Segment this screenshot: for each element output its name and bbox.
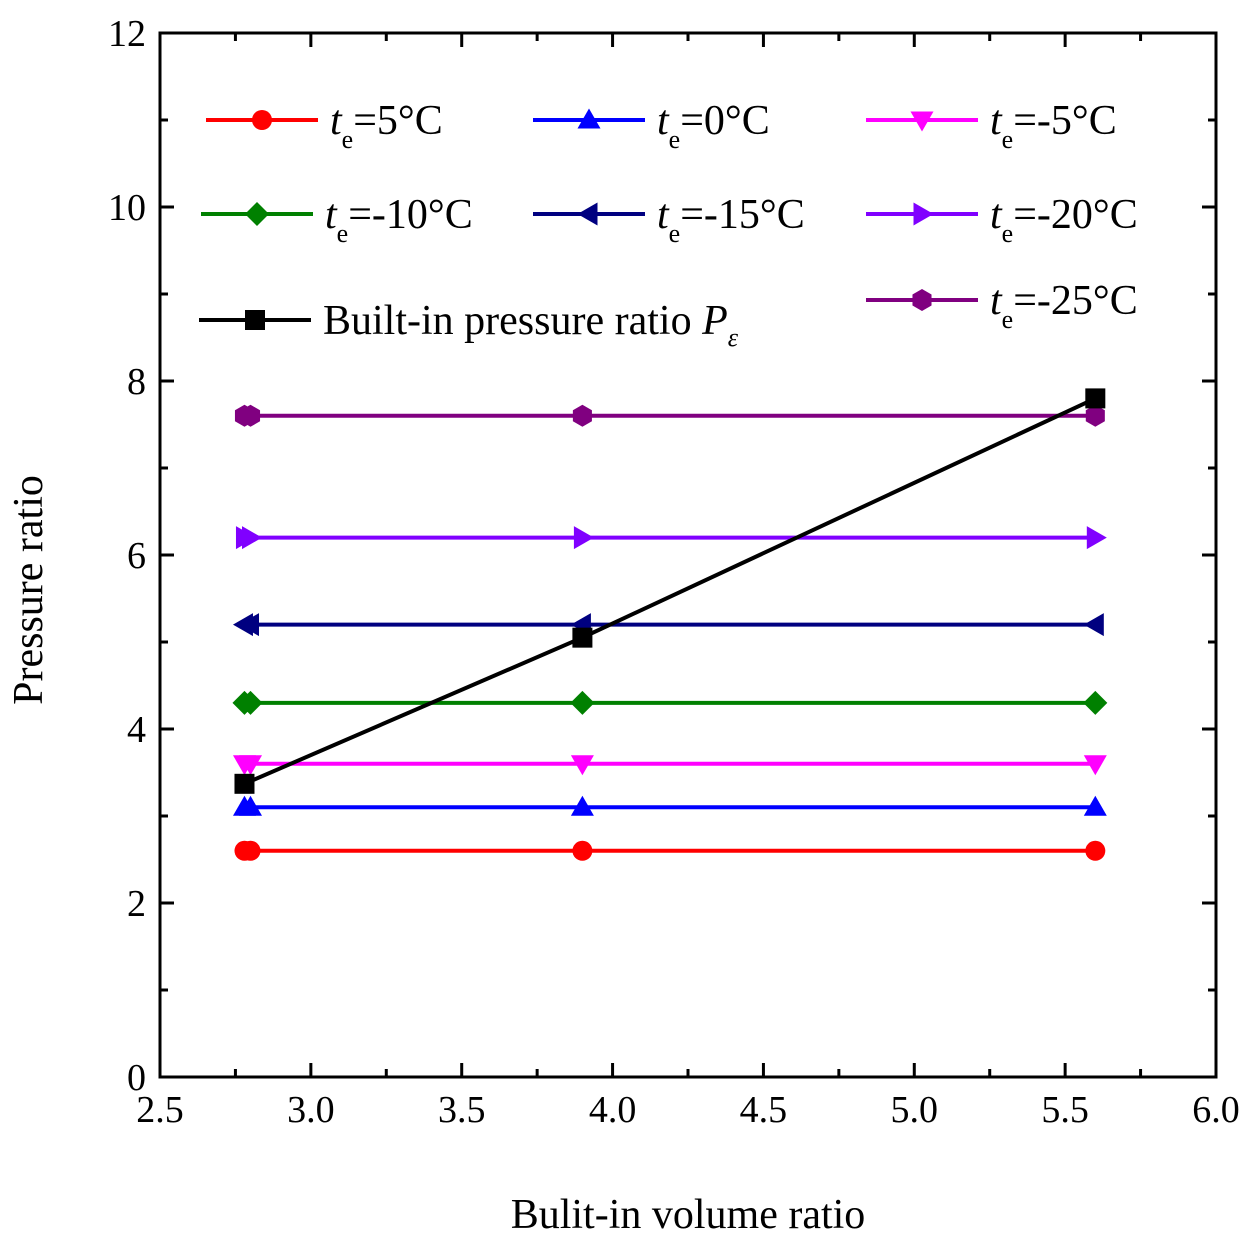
legend-swatch-marker: [912, 289, 932, 311]
series-6: [234, 388, 1106, 794]
data-point: [1085, 840, 1106, 861]
y-tick-label: 0: [127, 1057, 146, 1099]
data-point: [239, 755, 263, 776]
y-tick-label: 2: [127, 883, 146, 925]
x-tick-label: 2.5: [136, 1089, 184, 1131]
series-layer: [232, 388, 1108, 861]
y-tick-label: 12: [108, 13, 146, 55]
x-tick-label: 5.5: [1041, 1089, 1089, 1131]
data-point: [234, 773, 255, 794]
x-tick-label: 3.5: [438, 1089, 486, 1131]
legend-label: te=5°C: [330, 98, 443, 154]
legend-label: te=-15°C: [657, 192, 805, 248]
data-point: [1085, 388, 1106, 409]
legend-label: te=-10°C: [325, 192, 473, 248]
series-5: [235, 526, 1107, 550]
x-tick-label: 4.5: [740, 1089, 788, 1131]
x-tick-label: 3.0: [287, 1089, 335, 1131]
series-2: [232, 755, 1107, 776]
data-point: [570, 690, 595, 715]
legend-item-6: Built-in pressure ratio Pε: [199, 298, 739, 352]
data-point: [1085, 404, 1105, 427]
x-tick-label: 5.0: [891, 1089, 939, 1131]
data-point: [570, 755, 594, 776]
data-point: [1083, 613, 1104, 637]
data-point: [572, 627, 593, 648]
data-point: [1083, 755, 1107, 776]
y-tick-label: 8: [127, 361, 146, 403]
legend-item-5: te=-20°C: [866, 192, 1138, 248]
series-0: [234, 840, 1106, 861]
axes-layer: 2.5 3.0 3.5 4.0 4.5 5.0 5.5 6.0 0 2 4 6 8 10 12: [108, 13, 1240, 1131]
y-tick-label: 10: [108, 187, 146, 229]
legend-item-7: te=-25°C: [866, 278, 1138, 334]
legend-label: te=-5°C: [990, 98, 1117, 154]
legend-item-3: te=-10°C: [201, 192, 473, 248]
data-point: [242, 526, 263, 550]
y-axis-title: Pressure ratio: [6, 475, 52, 705]
data-point: [238, 690, 263, 715]
data-point: [240, 404, 261, 427]
legend-swatch-marker: [910, 111, 934, 132]
series-4: [232, 613, 1104, 637]
legend-label: te=-25°C: [990, 278, 1138, 334]
x-tick-label: 6.0: [1192, 1089, 1240, 1131]
y-tick-label: 4: [127, 709, 146, 751]
legend: te=5°C te=0°C te=-5°C te=-10°C te=-15°C te=-2…: [199, 98, 1138, 352]
data-point: [1083, 690, 1108, 715]
legend-label: te=-20°C: [990, 192, 1138, 248]
data-point: [572, 840, 593, 861]
data-point: [239, 613, 260, 637]
series-3: [232, 690, 1108, 715]
legend-swatch-marker: [245, 202, 269, 226]
plot-frame: [158, 31, 1218, 1079]
legend-item-0: te=5°C: [206, 98, 443, 154]
legend-swatch-marker: [252, 110, 272, 130]
x-axis-title: Bulit-in volume ratio: [511, 1192, 866, 1238]
legend-swatch-marker: [577, 202, 598, 226]
data-point: [570, 795, 594, 816]
legend-item-1: te=0°C: [533, 98, 770, 154]
data-point: [240, 840, 261, 861]
legend-label: te=0°C: [657, 98, 770, 154]
data-point: [573, 526, 594, 550]
series-1: [232, 795, 1107, 816]
legend-item-2: te=-5°C: [866, 98, 1117, 154]
legend-label: Built-in pressure ratio Pε: [323, 298, 739, 352]
data-point: [1083, 795, 1107, 816]
legend-item-4: te=-15°C: [533, 192, 805, 248]
legend-swatch-marker: [245, 310, 265, 330]
x-tick-label: 4.0: [589, 1089, 637, 1131]
series-7: [234, 404, 1105, 427]
series-line: [243, 396, 1097, 786]
data-point: [1086, 526, 1107, 550]
data-point: [239, 795, 263, 816]
data-point: [572, 404, 592, 427]
legend-swatch-marker: [577, 108, 601, 129]
y-tick-label: 6: [127, 535, 146, 577]
legend-swatch-marker: [913, 202, 934, 226]
